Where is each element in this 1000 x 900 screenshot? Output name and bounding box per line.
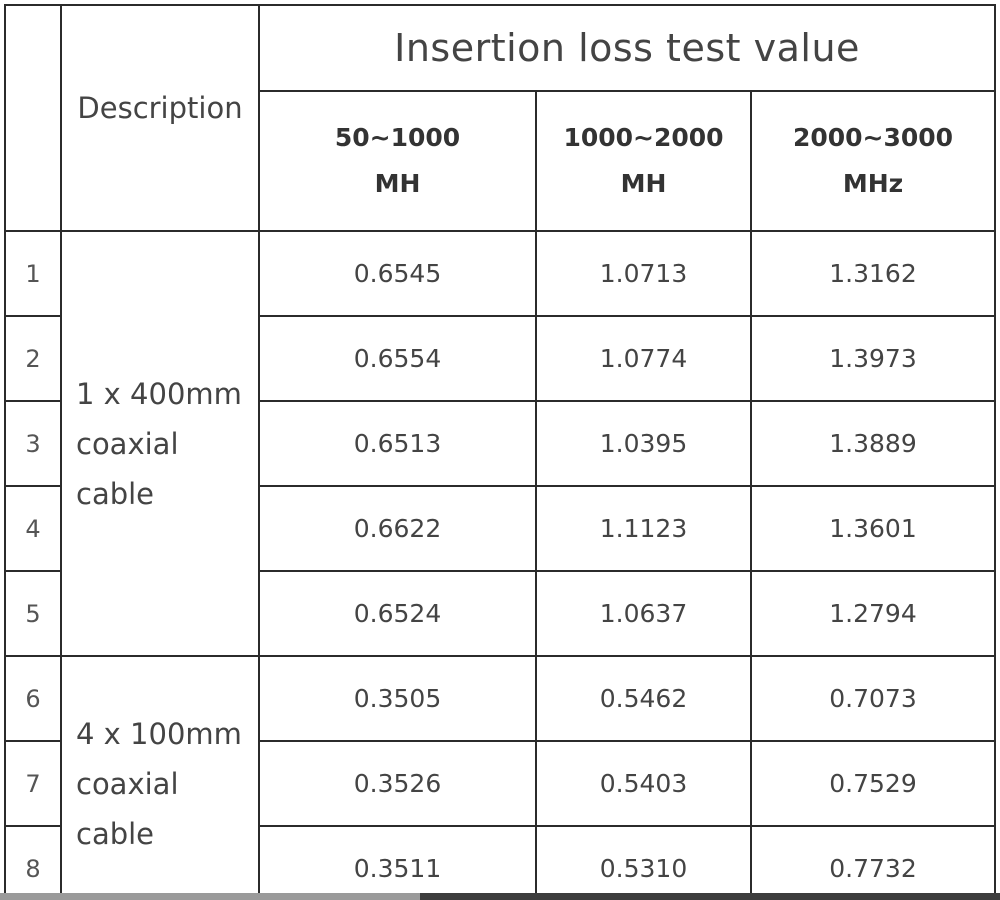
row-index: 1 [4, 230, 62, 317]
value-cell: 0.6524 [258, 570, 537, 657]
header-row-title: Description Insertion loss test value [4, 4, 997, 232]
value-cell: 1.0637 [535, 570, 752, 657]
range-header-2-line1: 1000~2000 [563, 123, 724, 152]
table-row: 8 0.3511 0.5310 0.7732 [4, 825, 997, 893]
range-header-1: 50~1000 MH [258, 90, 537, 232]
group-1-line2: coaxial cable [76, 426, 179, 511]
value-cell: 1.3162 [749, 230, 997, 317]
value-cell: 0.6554 [258, 315, 537, 402]
group-description-2: 4 x 100mm coaxial cable [60, 655, 260, 893]
row-index: 7 [4, 740, 62, 827]
value-cell: 1.0713 [535, 230, 752, 317]
value-cell: 0.3511 [258, 825, 537, 893]
value-cell: 1.3973 [749, 315, 997, 402]
value-cell: 0.6622 [258, 485, 537, 572]
range-header-1-line1: 50~1000 [334, 123, 461, 152]
value-cell: 0.7073 [749, 655, 997, 742]
row-index: 8 [4, 825, 62, 893]
value-cell: 1.2794 [749, 570, 997, 657]
range-header-2: 1000~2000 MH [535, 90, 752, 232]
corner-cell [4, 4, 62, 232]
header-row-ranges: 50~1000 MH 1000~2000 MH 2000~3000 MHz [5, 90, 997, 232]
table-row: 3 0.6513 1.0395 1.3889 [4, 400, 997, 487]
group-1-line1: 1 x 400mm [76, 376, 242, 411]
row-index: 3 [4, 400, 62, 487]
insertion-loss-table: Description Insertion loss test value 50… [4, 4, 997, 893]
table-row: 4 0.6622 1.1123 1.3601 [4, 485, 997, 572]
description-header: Description [60, 4, 260, 232]
range-header-1-line2: MH [374, 169, 421, 198]
value-cell: 0.7529 [749, 740, 997, 827]
value-cell: 0.5462 [535, 655, 752, 742]
value-cell: 1.3889 [749, 400, 997, 487]
range-header-2-line2: MH [620, 169, 667, 198]
value-cell: 0.7732 [749, 825, 997, 893]
row-index: 6 [4, 655, 62, 742]
value-cell: 0.5403 [535, 740, 752, 827]
value-cell: 0.6545 [258, 230, 537, 317]
table-row: 5 0.6524 1.0637 1.2794 [4, 570, 997, 657]
value-cell: 1.0774 [535, 315, 752, 402]
row-index: 4 [4, 485, 62, 572]
value-cell: 0.3526 [258, 740, 537, 827]
value-cell: 1.1123 [535, 485, 752, 572]
value-cell: 1.3601 [749, 485, 997, 572]
value-cell: 0.5310 [535, 825, 752, 893]
range-header-3-line2: MHz [842, 169, 904, 198]
value-cell: 0.3505 [258, 655, 537, 742]
table-row: 1 1 x 400mm coaxial cable 0.6545 1.0713 … [4, 230, 997, 657]
value-cell: 0.6513 [258, 400, 537, 487]
bottom-edge-highlight [0, 893, 420, 900]
table-row: 6 4 x 100mm coaxial cable 0.3505 0.5462 … [4, 655, 997, 893]
bottom-edge-bar [0, 893, 1000, 900]
group-description-1: 1 x 400mm coaxial cable [60, 230, 260, 657]
table-row: 2 0.6554 1.0774 1.3973 [4, 315, 997, 402]
range-header-3-line1: 2000~3000 [792, 123, 954, 152]
range-header-3: 2000~3000 MHz [749, 90, 997, 232]
row-index: 5 [4, 570, 62, 657]
group-2-line1: 4 x 100mm [76, 716, 242, 751]
table-row: 7 0.3526 0.5403 0.7529 [4, 740, 997, 827]
group-2-line2: coaxial cable [76, 766, 179, 851]
value-cell: 1.0395 [535, 400, 752, 487]
row-index: 2 [4, 315, 62, 402]
table-title: Insertion loss test value [257, 4, 997, 92]
